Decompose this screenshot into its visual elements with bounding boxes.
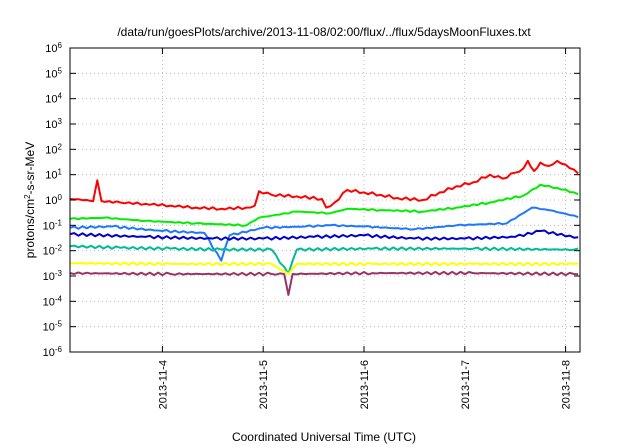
y-tick-base: 10 [45, 144, 57, 156]
y-tick-label: 103 [45, 117, 62, 132]
y-axis-title-rest: -s-sr-MeV [23, 142, 37, 195]
y-tick-label: 10-1 [43, 218, 63, 233]
chart-title: /data/run/goesPlots/archive/2013-11-08/0… [117, 25, 531, 39]
flux-series-line [69, 244, 579, 275]
y-tick-base: 10 [45, 170, 57, 182]
y-tick-exponent: -6 [55, 345, 63, 354]
y-tick-base: 10 [45, 43, 57, 55]
y-tick-exponent: 0 [58, 193, 63, 202]
y-tick-base: 10 [45, 119, 57, 131]
y-tick-base: 10 [45, 94, 57, 106]
y-tick-base: 10 [43, 347, 55, 359]
flux-series-line [69, 159, 579, 211]
y-axis-title: protons/cm2-s-sr-MeV [23, 142, 38, 258]
y-axis-title-base: protons/cm [23, 199, 37, 258]
flux-series-line [69, 261, 579, 275]
y-tick-label: 106 [45, 41, 62, 56]
x-tick-label: 2013-11-5 [258, 360, 270, 409]
x-tick-label: 2013-11-7 [460, 360, 472, 409]
y-tick-exponent: -2 [55, 243, 63, 252]
y-tick-label: 10-6 [43, 345, 63, 360]
y-tick-label: 10-3 [43, 269, 63, 284]
y-tick-exponent: -4 [55, 294, 63, 303]
y-tick-exponent: 5 [58, 66, 63, 75]
y-axis-title-sup: 2 [23, 194, 32, 199]
y-tick-label: 100 [45, 193, 62, 208]
y-tick-label: 104 [45, 91, 62, 106]
x-axis: 2013-11-4 2013-11-5 2013-11-6 2013-11-7 2013… [157, 48, 573, 409]
y-tick-base: 10 [45, 68, 57, 80]
y-tick-exponent: -3 [55, 269, 63, 278]
y-tick-exponent: 4 [58, 91, 63, 100]
flux-series-line [69, 229, 579, 241]
y-tick-base: 10 [43, 220, 55, 232]
y-tick-exponent: 3 [58, 117, 63, 126]
y-tick-base: 10 [43, 322, 55, 334]
flux-series-line [69, 183, 579, 227]
y-tick-exponent: 1 [58, 167, 63, 176]
y-tick-exponent: -1 [55, 218, 63, 227]
y-axis: 10-610-510-410-310-210-11001011021031041… [43, 41, 580, 360]
y-tick-label: 101 [45, 167, 62, 182]
y-tick-label: 105 [45, 66, 62, 81]
y-tick-exponent: -5 [55, 319, 63, 328]
flux-series-line [69, 270, 579, 296]
series-group [69, 159, 579, 296]
x-tick-label: 2013-11-6 [359, 360, 371, 409]
y-tick-label: 10-2 [43, 243, 63, 258]
y-tick-exponent: 2 [58, 142, 63, 151]
y-tick-exponent: 6 [58, 41, 63, 50]
x-tick-label: 2013-11-8 [561, 360, 573, 409]
y-tick-label: 10-4 [43, 294, 63, 309]
y-tick-base: 10 [43, 246, 55, 258]
y-tick-base: 10 [43, 271, 55, 283]
x-tick-label: 2013-11-4 [157, 360, 169, 409]
y-tick-label: 10-5 [43, 319, 63, 334]
x-axis-title: Coordinated Universal Time (UTC) [232, 430, 416, 444]
flux-series-line [69, 206, 579, 262]
y-tick-label: 102 [45, 142, 62, 157]
y-tick-base: 10 [45, 195, 57, 207]
y-tick-base: 10 [43, 296, 55, 308]
